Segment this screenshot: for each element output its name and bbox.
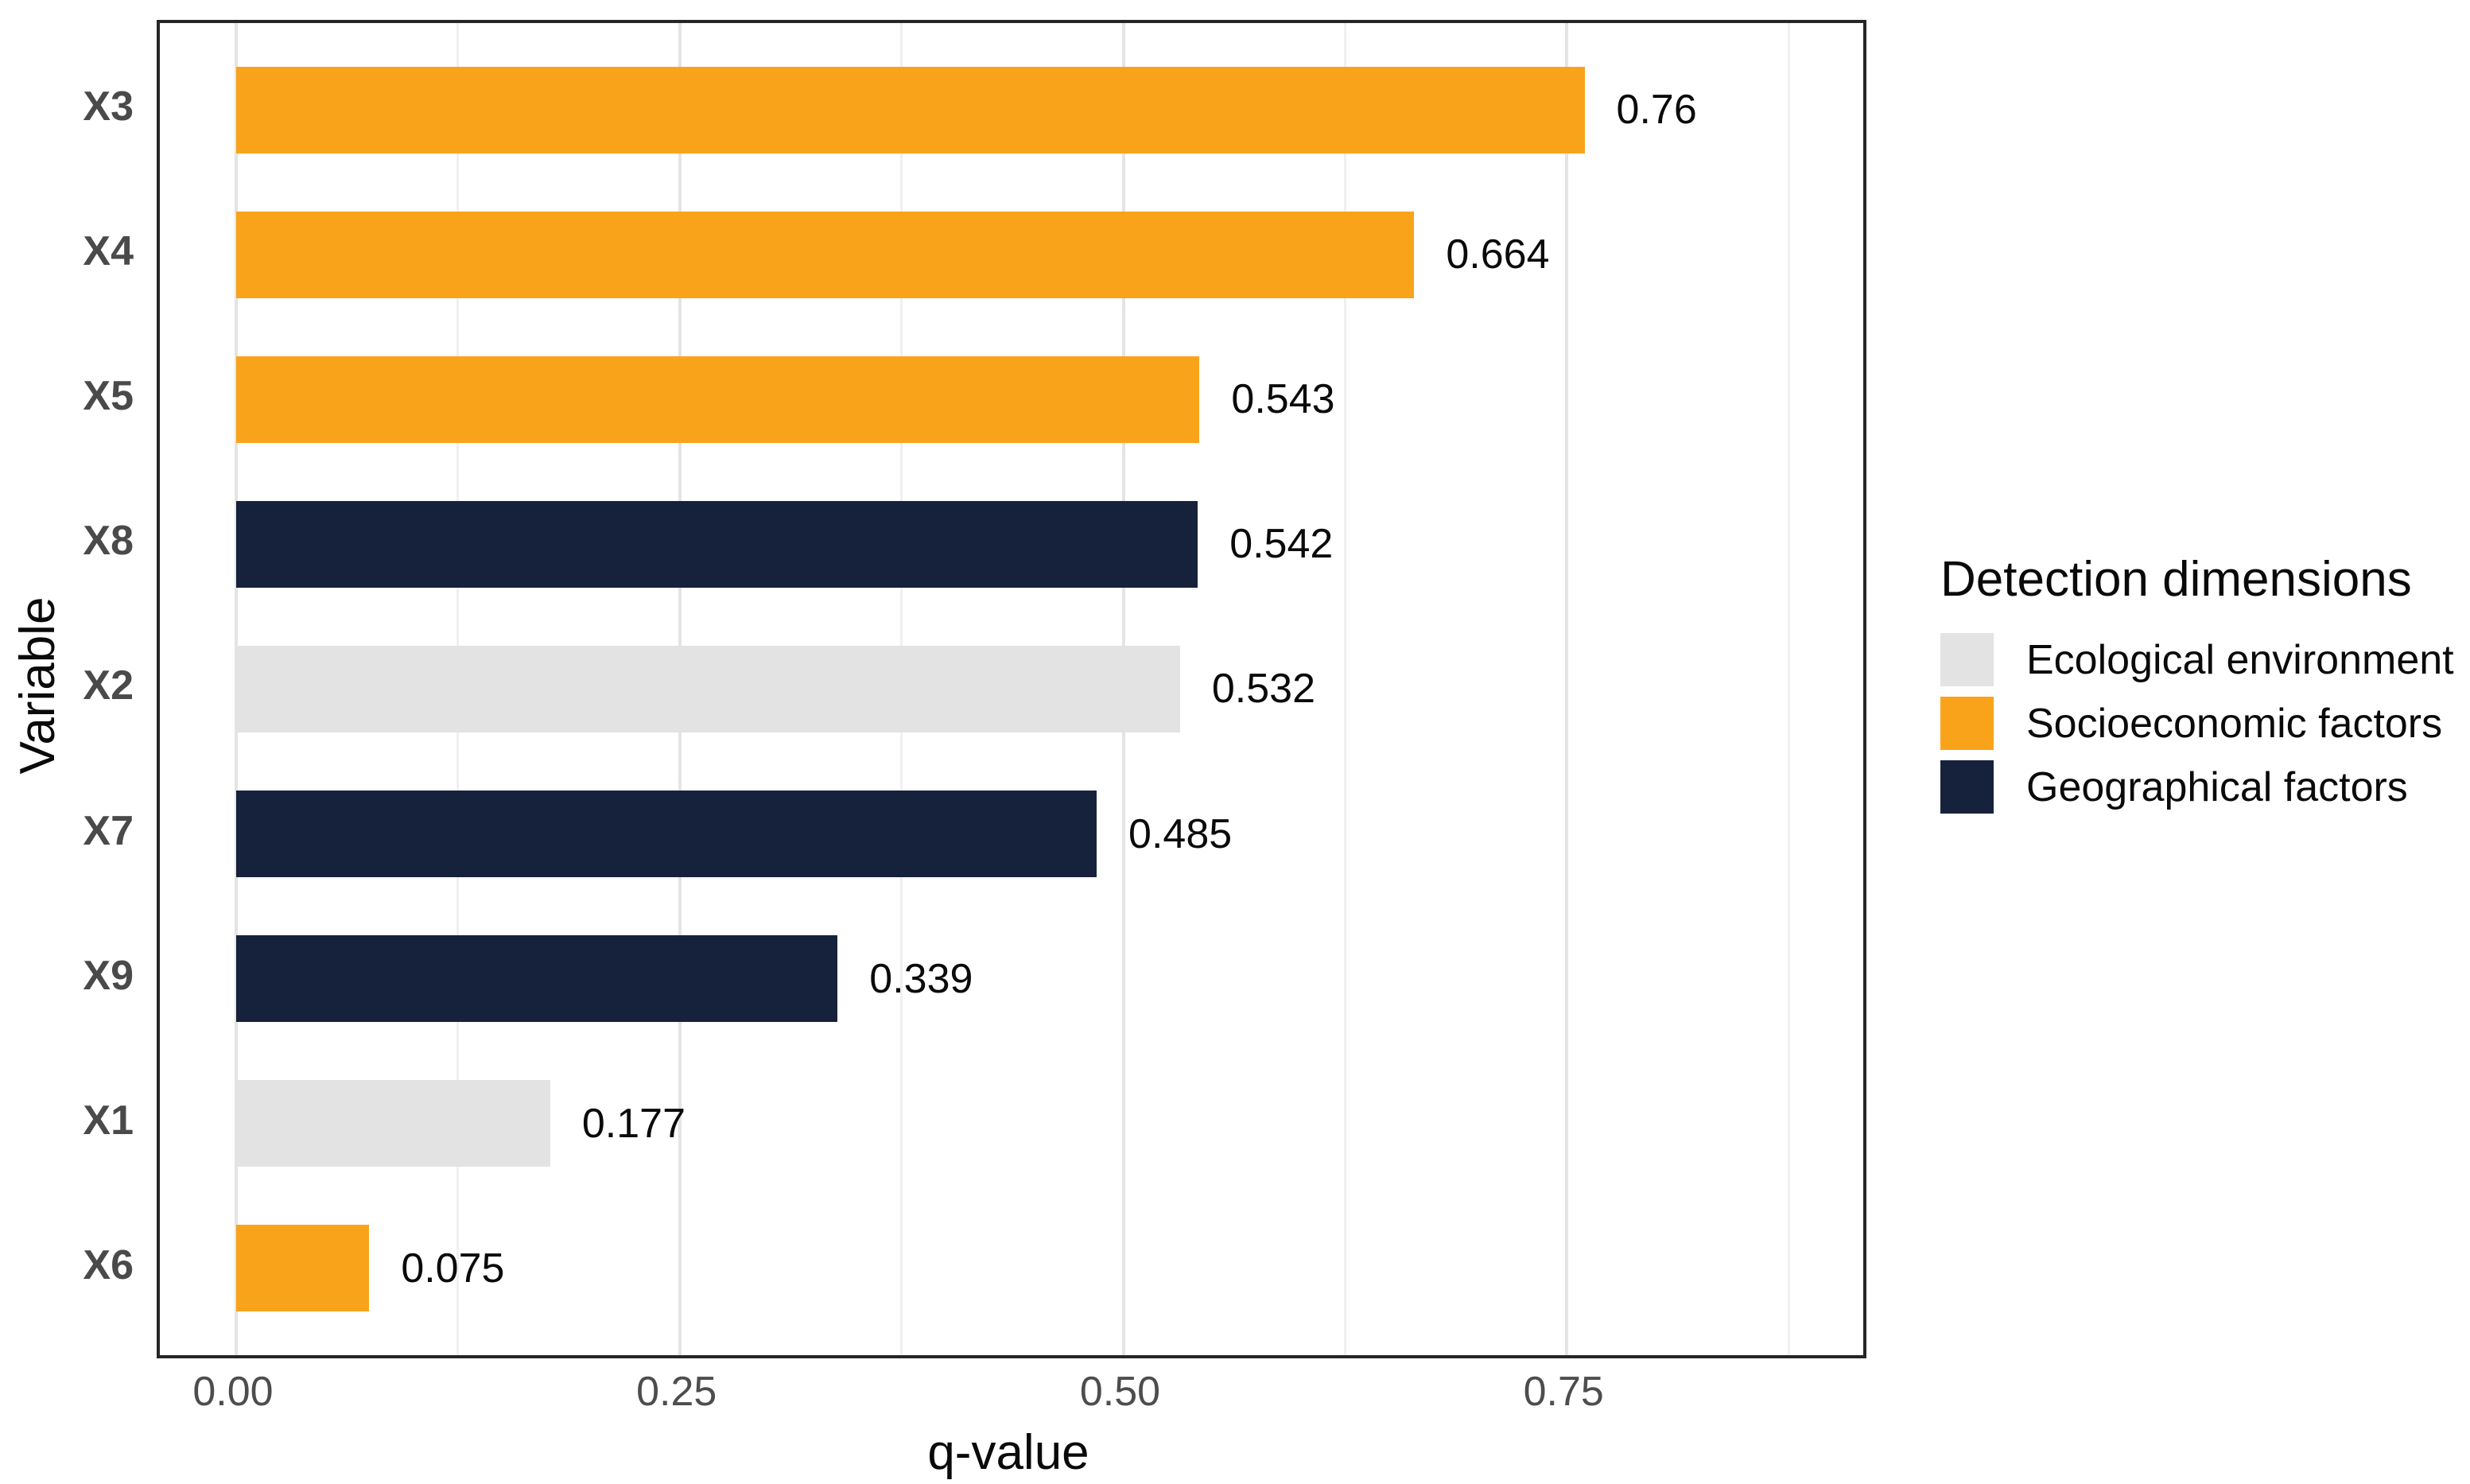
x-axis-tick-label: 0.00	[192, 1369, 274, 1415]
legend-item: Socioeconomic factors	[1940, 697, 2470, 750]
legend-title: Detection dimensions	[1940, 552, 2412, 607]
bar-value-label: 0.075	[401, 1245, 505, 1292]
bar-value-label: 0.542	[1229, 521, 1334, 568]
x-axis-tick-label: 0.75	[1523, 1369, 1604, 1415]
legend-label: Socioeconomic factors	[2026, 700, 2443, 747]
y-axis-tick-label: X5	[83, 373, 134, 420]
y-axis-tick-label: X6	[83, 1241, 134, 1288]
bar-value-label: 0.543	[1231, 376, 1335, 423]
x-axis-tick-label: 0.50	[1079, 1369, 1161, 1415]
bar	[236, 1080, 550, 1167]
legend: Detection dimensions Ecological environm…	[1940, 555, 2470, 824]
y-axis-tick-label: X8	[83, 518, 134, 565]
legend-swatch	[1940, 697, 1994, 750]
bar	[236, 935, 838, 1023]
y-axis-tick-label: X9	[83, 952, 134, 999]
bar	[236, 791, 1097, 877]
plot-panel: 0.76 0.664 0.543 0.542 0.532 0.485 0.339 0.177 0…	[157, 20, 1866, 1358]
y-axis-tick-label: X7	[83, 807, 134, 854]
bar	[236, 66, 1585, 153]
bar-value-label: 0.177	[581, 1100, 686, 1147]
bar	[236, 211, 1415, 298]
legend-item: Geographical factors	[1940, 760, 2470, 814]
bar-value-label: 0.664	[1446, 231, 1550, 278]
bar	[236, 500, 1198, 588]
x-axis-title: q-value	[927, 1425, 1089, 1480]
legend-swatch	[1940, 633, 1994, 686]
bar-value-label: 0.339	[869, 955, 973, 1002]
legend-item: Ecological environment	[1940, 633, 2470, 686]
legend-items: Ecological environment Socioeconomic fact…	[1940, 633, 2470, 814]
y-axis-tick-label: X1	[83, 1097, 134, 1144]
bar-value-label: 0.76	[1616, 87, 1697, 133]
gridline-major	[1565, 23, 1569, 1355]
x-axis-tick-label: 0.25	[636, 1369, 717, 1415]
legend-label: Geographical factors	[2026, 763, 2408, 810]
gridline-minor	[1787, 23, 1790, 1355]
bar-value-label: 0.532	[1211, 666, 1316, 713]
legend-label: Ecological environment	[2026, 636, 2454, 683]
y-axis-tick-label: X3	[83, 84, 134, 130]
y-axis-tick-label: X2	[83, 662, 134, 709]
bar	[236, 645, 1180, 732]
bar	[236, 1225, 370, 1312]
y-axis-tick-label: X4	[83, 228, 134, 275]
gridline-minor	[1343, 23, 1346, 1355]
bar-value-label: 0.485	[1128, 810, 1233, 857]
bar	[236, 355, 1200, 443]
legend-swatch	[1940, 760, 1994, 814]
